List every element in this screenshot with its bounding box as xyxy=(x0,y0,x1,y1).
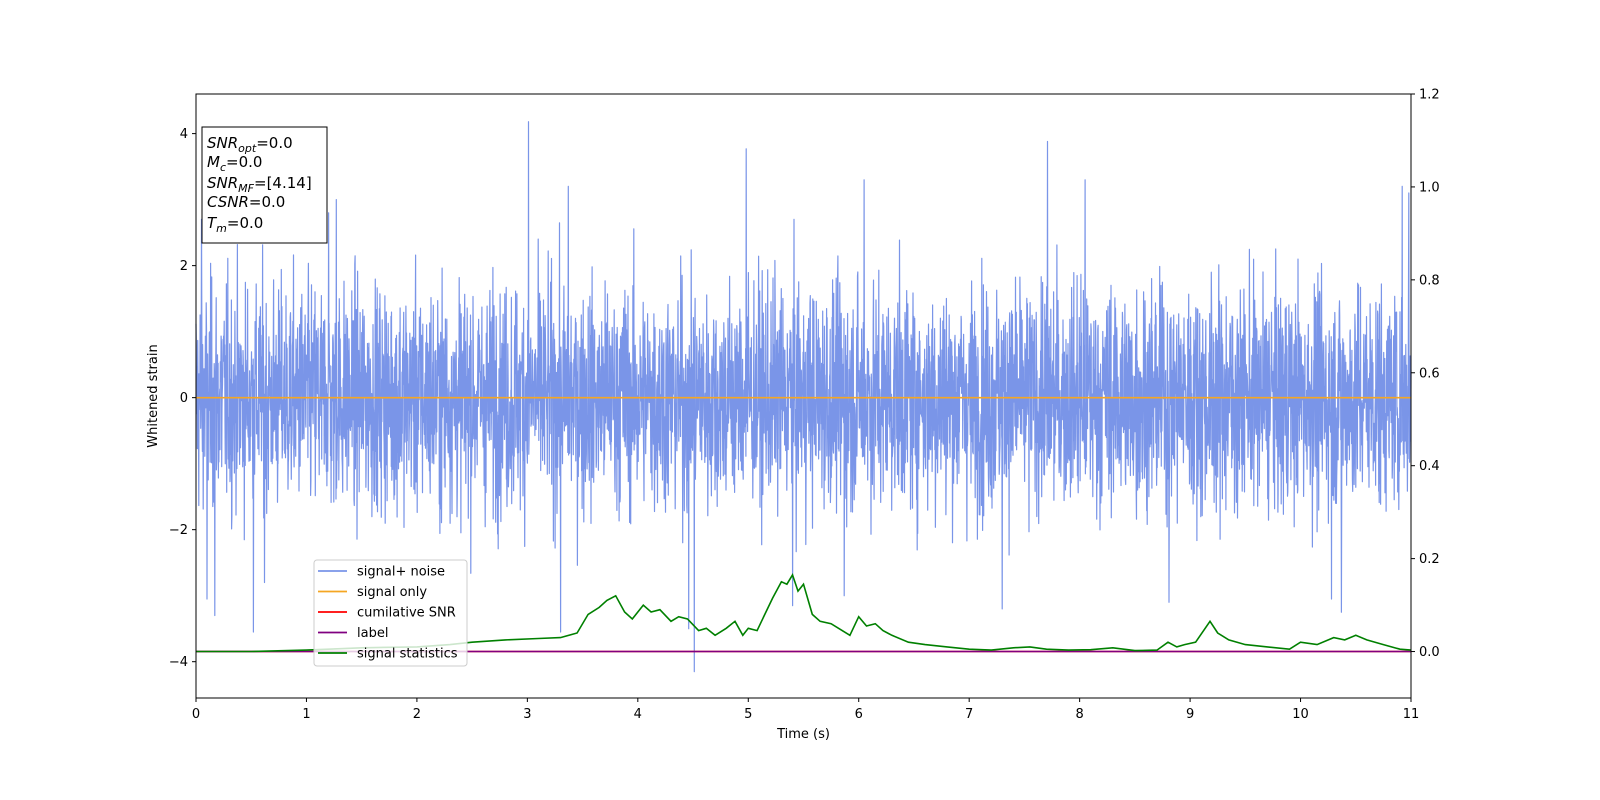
info-box-frame xyxy=(201,126,328,244)
y-right-tick-label: 0.4 xyxy=(1419,459,1440,474)
x-tick-label: 2 xyxy=(413,707,421,722)
x-tick-label: 7 xyxy=(965,707,973,722)
y-right-tick-label: 1.0 xyxy=(1419,180,1440,195)
signal-noise-layer xyxy=(195,121,1412,673)
info-line: CSNR=0.0 xyxy=(207,193,285,211)
y-right-tick-label: 0.0 xyxy=(1419,645,1440,660)
x-axis-label: Time (s) xyxy=(776,727,830,742)
series-line-signal-noise xyxy=(195,121,1412,673)
legend-label: signal+ noise xyxy=(357,565,445,580)
y-left-tick-label: −4 xyxy=(169,655,188,670)
info-line: SNRMF=[4.14] xyxy=(207,174,312,195)
y-axis-label: Whitened strain xyxy=(146,344,161,447)
x-tick-label: 0 xyxy=(192,707,200,722)
x-tick-label: 9 xyxy=(1186,707,1194,722)
y-left-tick-label: 0 xyxy=(180,391,188,406)
legend-label: label xyxy=(357,626,388,641)
y-right-tick-label: 0.8 xyxy=(1419,273,1440,288)
plot-frame xyxy=(195,93,1412,699)
x-tick-label: 5 xyxy=(744,707,752,722)
legend-frame xyxy=(313,559,468,667)
y-left-tick-label: 2 xyxy=(180,259,188,274)
info-line: SNRopt=0.0 xyxy=(207,134,293,155)
y-left-tick-label: −2 xyxy=(169,523,188,538)
series-line-signal-statistics xyxy=(196,573,1412,653)
info-line: Mc=0.0 xyxy=(207,153,262,174)
legend-label: signal only xyxy=(357,585,427,600)
x-axis: 0 1 2 3 4 5 6 7 8 9 10 11 xyxy=(192,698,1419,722)
x-tick-label: 8 xyxy=(1075,707,1083,722)
x-tick-label: 11 xyxy=(1403,707,1420,722)
legend: signal+ noise signal only cumilative SNR la… xyxy=(313,559,468,667)
legend-label: signal statistics xyxy=(357,647,458,662)
x-tick-label: 1 xyxy=(302,707,310,722)
x-tick-label: 3 xyxy=(523,707,531,722)
y-right-tick-label: 1.2 xyxy=(1419,88,1440,103)
info-line: Tm=0.0 xyxy=(207,214,263,235)
y-right-tick-label: 0.2 xyxy=(1419,552,1440,567)
y-axis-right: 0.0 0.2 0.4 0.6 0.8 1.0 1.2 xyxy=(1411,88,1440,660)
x-tick-label: 10 xyxy=(1292,707,1309,722)
y-left-tick-label: 4 xyxy=(180,127,188,142)
legend-label: cumilative SNR xyxy=(357,606,456,621)
y-right-tick-label: 0.6 xyxy=(1419,366,1440,381)
x-tick-label: 4 xyxy=(634,707,642,722)
y-axis-left: −4 −2 0 2 4 xyxy=(169,127,196,670)
x-tick-label: 6 xyxy=(855,707,863,722)
